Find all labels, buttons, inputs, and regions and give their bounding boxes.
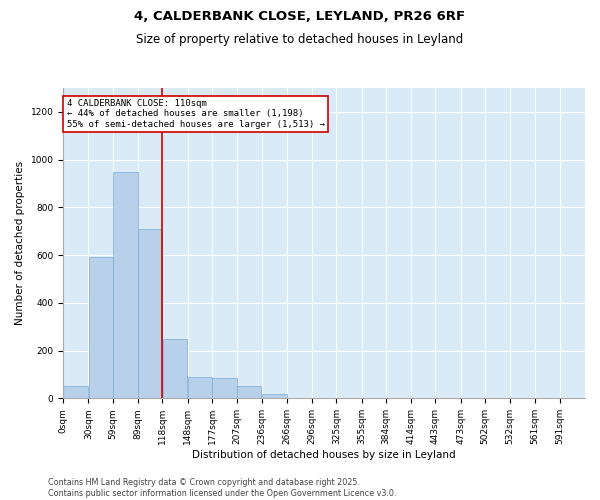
Text: Size of property relative to detached houses in Leyland: Size of property relative to detached ho… (136, 32, 464, 46)
Y-axis label: Number of detached properties: Number of detached properties (15, 161, 25, 325)
Text: 4, CALDERBANK CLOSE, LEYLAND, PR26 6RF: 4, CALDERBANK CLOSE, LEYLAND, PR26 6RF (134, 10, 466, 23)
Bar (89, 258, 113, 398)
Bar (163, 338, 187, 398)
Bar (238, 386, 262, 398)
Bar (262, 394, 287, 398)
Bar (188, 377, 212, 398)
Text: Contains HM Land Registry data © Crown copyright and database right 2025.
Contai: Contains HM Land Registry data © Crown c… (48, 478, 397, 498)
Bar (212, 378, 237, 398)
Bar (113, 172, 138, 398)
Bar (64, 386, 88, 398)
X-axis label: Distribution of detached houses by size in Leyland: Distribution of detached houses by size … (193, 450, 456, 460)
Text: 4 CALDERBANK CLOSE: 110sqm
← 44% of detached houses are smaller (1,198)
55% of s: 4 CALDERBANK CLOSE: 110sqm ← 44% of deta… (67, 98, 325, 128)
Bar (138, 229, 162, 398)
